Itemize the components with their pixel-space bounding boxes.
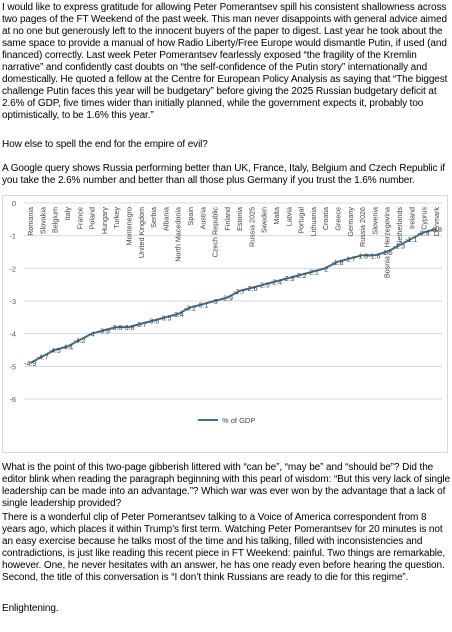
x-category-label: North Macedonia [174,207,183,262]
data-label: -1.8 [331,260,343,267]
data-label: -2.1 [307,270,319,277]
y-tick-label: -3 [9,297,16,306]
data-label: -4.7 [36,355,48,362]
x-category-label: Belgium [51,207,60,233]
data-label: -1.7 [344,257,356,264]
data-label: -3.8 [122,325,134,332]
data-label: -4.9 [24,361,36,368]
data-label: -4.4 [61,345,73,352]
x-category-label: Hungary [100,207,109,235]
data-label: -2.9 [221,296,233,303]
data-label: -3.6 [147,319,159,326]
x-category-label: Ireland [407,207,416,229]
x-category-label: Italy [63,207,72,221]
data-label: -3 [211,299,217,306]
x-category-label: Finland [223,207,232,231]
x-category-label: Albania [161,207,170,231]
x-category-label: Germany [346,207,355,237]
data-label: -3.1 [196,302,208,309]
y-tick-label: -5 [9,362,16,371]
data-label: -2.4 [270,279,282,286]
x-category-label: Montenegro [125,207,134,245]
x-category-label: Slovakia [38,207,47,234]
x-category-label: Romania [26,207,35,236]
x-category-label: Spain [186,207,195,225]
x-category-label: Greece [334,207,343,231]
y-tick-label: -4 [9,330,16,339]
data-label: -1.5 [381,250,393,257]
data-label: -4.5 [49,348,61,355]
paragraph-gibberish: What is the point of this two-page gibbe… [2,462,450,509]
x-category-label: Austria [198,207,207,229]
x-category-label: Lithuania [309,207,318,236]
deficit-line-chart: 0 -1 -2 -3 -4 -5 -6 Romania Slovakia Belgium Italy… [2,195,448,453]
data-label: -2.3 [282,276,294,283]
data-label: -2.6 [245,286,257,293]
x-category-label: Estonia [235,207,244,231]
x-category-label: Croatia [321,207,330,230]
data-label: -0.9 [418,230,430,237]
data-label: -3.7 [135,322,147,329]
x-category-label: Sweden [260,207,269,233]
data-label: -3.9 [98,328,110,335]
x-category-label: Bosnia & Herzegovina [383,207,392,278]
data-label: -3.8 [110,325,122,332]
data-label: -3.4 [172,312,184,319]
data-label: -2.5 [258,283,270,290]
series-line [29,228,437,364]
data-label: -1.3 [393,243,405,250]
x-category-label: Malta [272,207,281,225]
x-category-label: Denmark [432,207,441,237]
x-category-label: Slovenia [370,207,379,235]
x-category-label: Netherlands [395,207,404,246]
x-category-label: Latvia [284,207,293,226]
paragraph-voa-clip: There is a wonderful clip of Peter Pomer… [2,512,446,583]
y-tick-label: -2 [9,264,16,273]
y-tick-label: -1 [9,232,16,241]
paragraph-question: How else to spell the end for the empire… [2,139,208,150]
x-category-label: Czech Republic [211,207,220,258]
data-label: -4.2 [73,338,85,345]
x-category-label: France [75,207,84,229]
deficit-chart: 0 -1 -2 -3 -4 -5 -6 Romania Slovakia Belgium Italy… [2,195,448,453]
data-label: -2 [322,266,328,273]
data-label: -4 [89,332,95,339]
x-category-label: Russia 2025 [247,207,256,247]
y-tick-label: -6 [9,395,16,404]
data-label: -1.6 [356,253,368,260]
data-label: -2.2 [295,273,307,280]
x-category-label: United Kingdom [137,207,146,258]
legend-label: % of GDP [222,416,255,425]
y-tick-label: 0 [12,199,16,208]
paragraph-closing: Enlightening. [2,603,59,614]
chart-border [2,195,448,453]
x-category-label: Turkey [112,207,121,229]
paragraph-google-query: A Google query shows Russia performing b… [2,163,445,186]
x-category-label: Russia 2026 [358,207,367,247]
data-label: -1.6 [368,253,380,260]
x-category-label: Serbia [149,207,158,228]
x-category-label: Portugal [297,207,306,234]
x-category-label: Poland [88,207,97,229]
data-label: -3.2 [184,306,196,313]
data-label: -0.8 [430,227,442,234]
x-category-label: Cyprus [420,207,429,230]
data-label: -3.5 [159,315,171,322]
data-label: -1.1 [405,237,417,244]
data-label: -2.7 [233,289,245,296]
paragraph-intro: I would like to express gratitude for al… [2,2,448,121]
